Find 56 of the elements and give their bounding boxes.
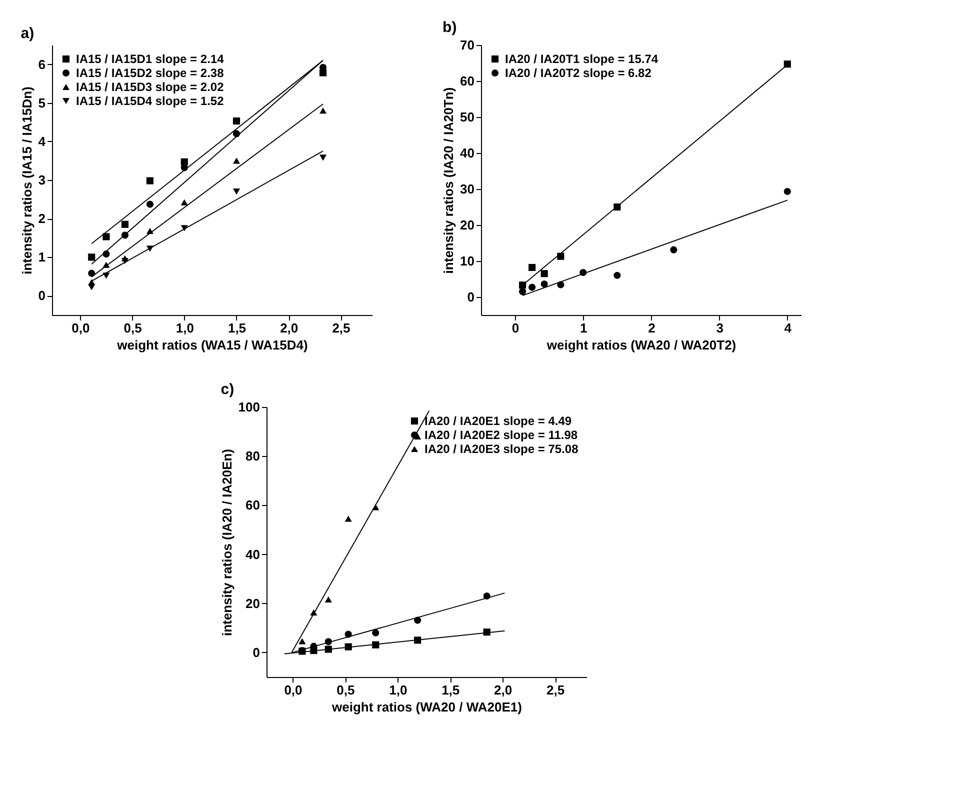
y-tick-label: 40 (246, 546, 260, 562)
y-tick-label: 0 (467, 290, 474, 304)
x-tick-label: 0,0 (284, 682, 302, 698)
x-tick-label: 2,5 (332, 320, 350, 336)
x-tick-label: 0 (512, 320, 520, 336)
y-tick-label: 70 (460, 38, 474, 52)
y-tick-label: 20 (460, 218, 474, 232)
x-axis-title: weight ratios (WA20 / WA20T2) (546, 338, 736, 352)
x-tick-label: 2,0 (494, 682, 512, 698)
legend-label: IA15 / IA15D3 slope = 2.02 (76, 80, 224, 94)
y-tick-label: 50 (460, 110, 474, 124)
y-tick-label: 0 (252, 644, 260, 660)
legend-label: IA20 / IA20T2 slope = 6.82 (505, 66, 652, 80)
y-tick-label: 4 (38, 134, 46, 149)
y-tick-label: 10 (460, 254, 474, 268)
x-tick-label: 1,5 (442, 682, 460, 698)
x-axis-title: weight ratios (WA15 / WA15D4) (116, 338, 308, 352)
y-tick-label: 2 (38, 211, 46, 226)
y-tick-label: 3 (38, 172, 46, 188)
y-tick-label: 5 (38, 95, 46, 110)
y-tick-label: 40 (460, 146, 474, 160)
y-tick-label: 6 (38, 56, 46, 72)
x-axis-title: weight ratios (WA20 / WA20E1) (331, 700, 522, 714)
x-tick-label: 1,5 (228, 320, 246, 336)
x-tick-label: 0,0 (72, 320, 90, 336)
y-axis-title: intensity ratios (IA15 / IA15Dn) (19, 86, 34, 274)
y-tick-label: 1 (38, 250, 46, 265)
x-tick-label: 1 (580, 320, 588, 336)
chart-title: c) (220, 381, 234, 398)
y-tick-label: 60 (460, 74, 474, 88)
y-tick-label: 100 (238, 400, 260, 414)
y-tick-label: 0 (38, 288, 46, 304)
chart-title: b) (442, 19, 457, 36)
legend-label: IA15 / IA15D2 slope = 2.38 (76, 66, 224, 80)
x-tick-label: 1,0 (389, 682, 408, 698)
x-tick-label: 0,5 (124, 320, 142, 336)
x-tick-label: 0,5 (336, 682, 355, 698)
y-tick-label: 30 (460, 182, 474, 196)
legend-label: IA20 / IA20T1 slope = 15.74 (505, 52, 658, 66)
x-tick-label: 3 (716, 320, 724, 336)
x-tick-label: 2,5 (546, 682, 565, 698)
legend-label: IA20 / IA20E3 slope = 75.08 (424, 442, 579, 456)
chart-title: a) (20, 25, 34, 42)
y-tick-label: 80 (246, 448, 260, 464)
x-tick-label: 4 (784, 320, 792, 336)
legend-label: IA15 / IA15D4 slope = 1.52 (76, 94, 224, 108)
legend-label: IA20 / IA20E2 slope = 11.98 (424, 428, 578, 442)
y-axis-title: intensity ratios (IA20 / IA20Tn) (441, 87, 456, 274)
y-tick-label: 20 (246, 596, 260, 611)
x-tick-label: 2,0 (280, 320, 298, 336)
x-tick-label: 1,0 (176, 320, 194, 336)
legend-label: IA15 / IA15D1 slope = 2.14 (76, 52, 224, 66)
legend-label: IA20 / IA20E1 slope = 4.49 (424, 414, 572, 428)
x-tick-label: 2 (648, 320, 656, 336)
y-axis-title: intensity ratios (IA20 / IA20En) (219, 448, 234, 636)
y-tick-label: 60 (246, 498, 260, 513)
